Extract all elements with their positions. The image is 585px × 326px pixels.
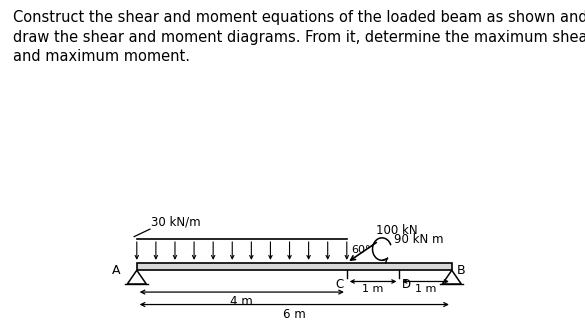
Text: 60°: 60° <box>351 245 370 255</box>
Text: 90 kN m: 90 kN m <box>394 233 443 246</box>
Text: D: D <box>401 278 411 291</box>
Text: B: B <box>457 264 466 277</box>
Text: Construct the shear and moment equations of the loaded beam as shown and
draw th: Construct the shear and moment equations… <box>13 10 585 64</box>
Text: 1 m: 1 m <box>362 284 384 294</box>
Text: 100 kN: 100 kN <box>376 224 418 237</box>
Polygon shape <box>128 270 146 284</box>
Text: 30 kN/m: 30 kN/m <box>152 215 201 229</box>
Text: 4 m: 4 m <box>230 295 253 308</box>
Polygon shape <box>442 270 461 284</box>
Bar <box>137 263 452 270</box>
Text: A: A <box>112 264 120 277</box>
Text: 1 m: 1 m <box>415 284 436 294</box>
Text: 6 m: 6 m <box>283 308 306 321</box>
Text: C: C <box>335 278 343 291</box>
